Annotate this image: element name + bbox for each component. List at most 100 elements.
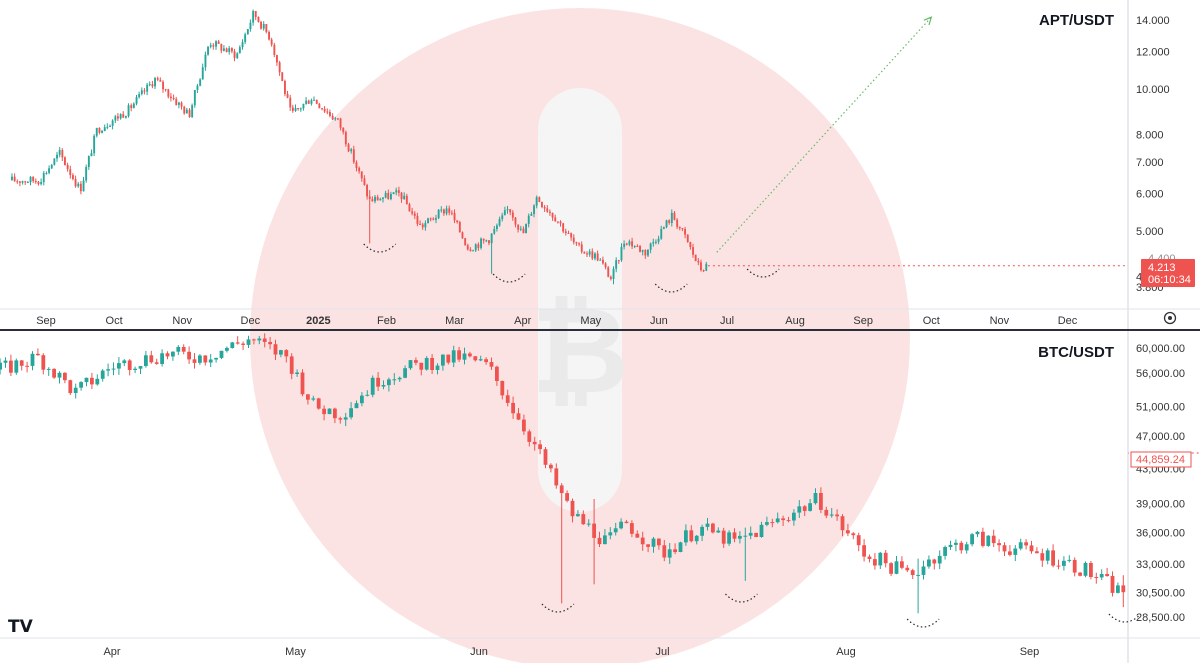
apt-candle xyxy=(496,223,498,232)
btc-candle xyxy=(268,337,272,350)
btc-candle xyxy=(376,372,380,391)
btc-candle xyxy=(365,390,370,397)
btc-candle xyxy=(549,463,553,473)
apt-candle xyxy=(294,104,297,112)
btc-candle xyxy=(1110,571,1115,597)
apt-candle xyxy=(74,175,77,188)
btc-price-scale[interactable]: 28,500.00 30,500.00 33,000.00 36,000.00 39,0… xyxy=(1136,343,1185,624)
apt-candle xyxy=(209,42,212,49)
apt-candle xyxy=(567,230,570,234)
apt-candle xyxy=(339,117,342,131)
apt-candle xyxy=(506,205,509,214)
apt-candle xyxy=(509,209,512,216)
btc-annotations xyxy=(541,452,1200,628)
apt-price-tick: 12.000 xyxy=(1136,47,1170,59)
btc-candle xyxy=(716,527,721,533)
apt-candle xyxy=(212,43,215,50)
apt-bottom-marker xyxy=(746,268,780,278)
settings-gear-icon[interactable] xyxy=(1163,311,1177,325)
apt-candle xyxy=(117,113,119,121)
apt-candle xyxy=(273,42,276,58)
apt-candle xyxy=(657,235,660,245)
btc-candle xyxy=(1121,575,1126,608)
btc-candle xyxy=(262,333,267,348)
apt-candle xyxy=(159,77,162,82)
apt-candle xyxy=(215,40,217,50)
apt-candle xyxy=(517,224,520,233)
btc-candle xyxy=(333,407,337,424)
apt-time-tick: Sep xyxy=(36,315,56,327)
apt-candle xyxy=(700,259,702,272)
btc-candle xyxy=(630,520,634,538)
apt-candle xyxy=(472,249,474,252)
apt-candle xyxy=(435,214,437,224)
btc-candle xyxy=(1056,559,1061,570)
apt-candle xyxy=(379,197,382,201)
apt-candle xyxy=(355,160,358,172)
btc-candle xyxy=(527,429,532,447)
btc-candle xyxy=(802,505,807,516)
btc-candle xyxy=(106,363,110,377)
apt-candle xyxy=(58,147,61,158)
btc-candle xyxy=(516,408,521,420)
btc-candle xyxy=(835,509,839,521)
apt-candle xyxy=(617,259,620,264)
btc-candles xyxy=(0,333,1126,614)
apt-candle xyxy=(366,183,368,200)
btc-candle xyxy=(36,348,40,356)
btc-candle xyxy=(873,553,877,570)
apt-candle xyxy=(138,91,141,99)
apt-candle xyxy=(82,176,85,192)
apt-candle xyxy=(562,222,565,234)
btc-candle xyxy=(360,392,364,407)
apt-candle xyxy=(265,24,268,34)
btc-candle xyxy=(732,528,737,543)
btc-price-tick: 28,500.00 xyxy=(1136,612,1185,624)
apt-price-tick: 10.000 xyxy=(1136,84,1170,96)
apt-candle xyxy=(249,19,252,32)
apt-candle xyxy=(172,94,175,101)
btc-candle xyxy=(252,338,256,345)
apt-candle xyxy=(286,90,289,99)
apt-candle xyxy=(594,252,596,261)
apt-chart-panel[interactable]: 3.8004.0005.0006.0007.0008.00010.00012.0… xyxy=(11,9,1195,328)
apt-candle xyxy=(323,106,326,113)
apt-candle xyxy=(231,47,233,54)
apt-candle xyxy=(148,81,151,87)
btc-candle xyxy=(694,535,699,545)
apt-candle xyxy=(670,209,673,227)
apt-candle xyxy=(641,249,644,256)
apt-candle xyxy=(297,108,300,111)
apt-candle xyxy=(103,124,106,132)
apt-candle xyxy=(376,194,379,201)
apt-candle xyxy=(220,43,223,54)
apt-candle xyxy=(204,51,207,71)
btc-candle xyxy=(1018,538,1023,551)
apt-candle xyxy=(307,99,310,104)
apt-candle xyxy=(458,220,461,233)
btc-candle xyxy=(214,357,218,363)
apt-candle xyxy=(384,190,387,199)
apt-candle xyxy=(223,45,225,52)
btc-candle xyxy=(387,377,391,392)
btc-candle xyxy=(770,518,775,528)
btc-candle xyxy=(0,358,2,375)
apt-candle xyxy=(469,247,472,252)
apt-time-tick: Apr xyxy=(514,315,531,327)
apt-candle xyxy=(511,210,514,221)
apt-time-scale[interactable]: Sep Oct Nov Dec 2025 Feb Mar Apr May Jun Jul Aug Sep… xyxy=(36,315,1078,327)
apt-candle xyxy=(530,211,533,216)
btc-candle xyxy=(171,351,175,361)
btc-time-scale[interactable]: Apr May Jun Jul Aug Sep xyxy=(103,646,1039,658)
btc-candle xyxy=(559,483,564,604)
apt-candle xyxy=(421,222,424,230)
apt-last-price-label: 4.213 xyxy=(1148,262,1176,274)
btc-candle xyxy=(484,357,488,365)
btc-candle xyxy=(349,402,353,420)
apt-candle xyxy=(583,251,586,254)
apt-candle xyxy=(392,192,395,195)
btc-chart-panel[interactable]: 28,500.00 30,500.00 33,000.00 36,000.00 39,0… xyxy=(0,333,1200,658)
btc-candle xyxy=(30,351,35,371)
btc-last-price-label: 44,859.24 xyxy=(1136,454,1185,466)
apt-time-tick: May xyxy=(580,315,601,327)
